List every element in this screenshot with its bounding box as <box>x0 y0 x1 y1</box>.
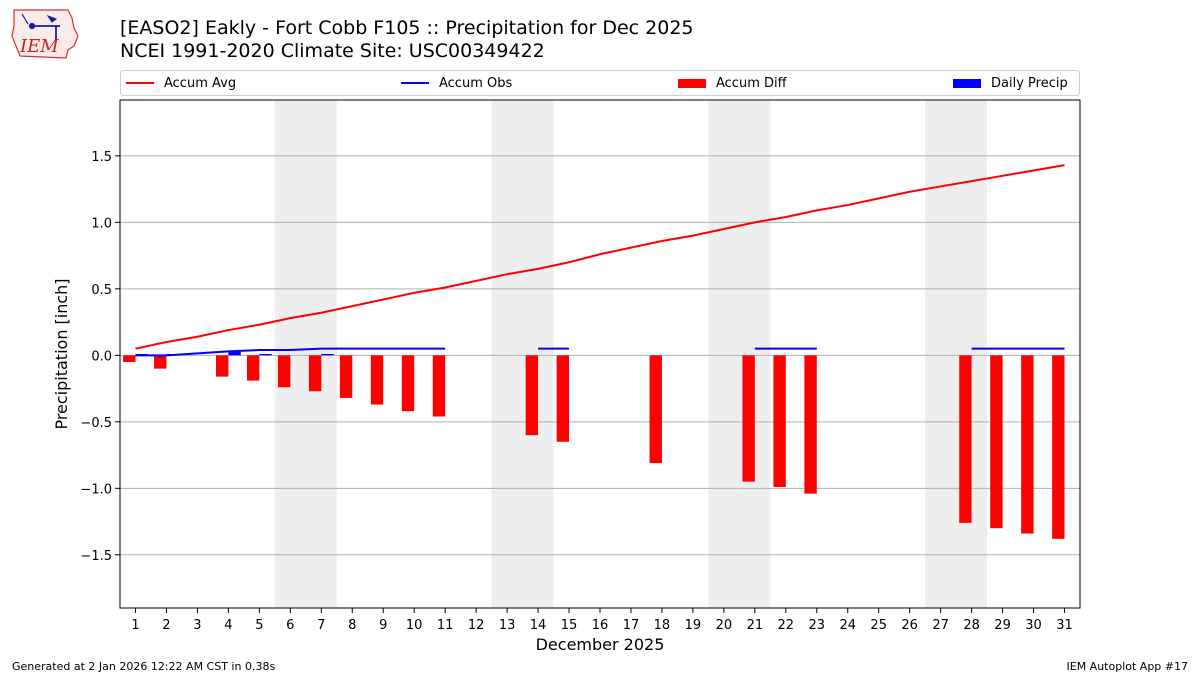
x-tick-label: 23 <box>809 618 826 633</box>
y-axis-label: Precipitation [inch] <box>52 278 71 429</box>
x-tick-label: 29 <box>994 618 1011 633</box>
x-axis-label: December 2025 <box>536 635 665 654</box>
x-tick-label: 31 <box>1056 618 1073 633</box>
accum-diff-bar <box>649 355 662 464</box>
accum-diff-bar <box>154 355 167 369</box>
weekend-shade <box>491 100 554 608</box>
x-tick-label: 13 <box>499 618 516 633</box>
accum-diff-bar <box>432 355 446 417</box>
x-tick-label: 16 <box>592 618 609 633</box>
x-tick-label: 15 <box>561 618 578 633</box>
accum-diff-bar <box>525 355 539 436</box>
y-tick-label: −1.5 <box>80 549 112 564</box>
chart-legend: Accum Avg Accum Obs Accum Diff Daily Pre… <box>120 70 1080 96</box>
x-tick-label: 12 <box>468 618 485 633</box>
legend-label: Accum Diff <box>716 75 787 91</box>
weekend-shade <box>708 100 771 608</box>
legend-swatch <box>401 82 429 84</box>
accum-diff-bar <box>1052 355 1065 539</box>
accum-diff-bar <box>339 355 353 398</box>
x-tick-label: 28 <box>963 618 980 633</box>
y-tick-label: 0.5 <box>91 283 112 298</box>
legend-swatch <box>953 78 981 88</box>
logo-text: IEM <box>19 36 59 57</box>
accum-diff-bar <box>990 355 1003 529</box>
legend-label: Accum Obs <box>439 75 513 91</box>
daily-precip-bar <box>259 354 272 356</box>
y-tick-label: 1.5 <box>91 150 112 165</box>
accum-obs-line <box>135 347 446 357</box>
legend-swatch <box>126 82 154 84</box>
x-tick-label: 22 <box>778 618 795 633</box>
legend-item-accum-obs: Accum Obs <box>401 71 512 95</box>
footer-generated: Generated at 2 Jan 2026 12:22 AM CST in … <box>12 660 276 673</box>
y-tick-label: 1.0 <box>91 216 112 231</box>
weekend-shade <box>925 100 988 608</box>
accum-diff-bar <box>308 355 322 392</box>
accum-diff-bar <box>216 355 229 377</box>
x-tick-label: 30 <box>1025 618 1042 633</box>
x-tick-label: 1 <box>131 618 139 633</box>
accum-diff-bar <box>123 355 136 362</box>
daily-precip-bar <box>321 354 334 356</box>
chart-title: [EASO2] Eakly - Fort Cobb F105 :: Precip… <box>120 17 694 39</box>
x-tick-label: 17 <box>623 618 640 633</box>
x-tick-label: 14 <box>530 618 547 633</box>
accum-diff-bar <box>556 355 570 442</box>
chart-subtitle: NCEI 1991-2020 Climate Site: USC00349422 <box>120 40 545 62</box>
x-tick-label: 21 <box>747 618 764 633</box>
accum-diff-bar <box>1021 355 1034 534</box>
footer-app-id: IEM Autoplot App #17 <box>1066 660 1189 673</box>
x-tick-label: 19 <box>685 618 702 633</box>
x-tick-label: 25 <box>870 618 887 633</box>
x-tick-label: 3 <box>193 618 201 633</box>
daily-precip-bar <box>228 351 241 356</box>
x-tick-label: 20 <box>716 618 733 633</box>
x-tick-label: 11 <box>437 618 454 633</box>
x-tick-label: 7 <box>317 618 325 633</box>
legend-label: Accum Avg <box>164 75 237 91</box>
x-tick-label: 4 <box>224 618 232 633</box>
legend-item-accum-diff: Accum Diff <box>678 71 787 95</box>
accum-diff-bar <box>370 355 384 405</box>
x-tick-label: 9 <box>379 618 387 633</box>
accum-diff-bar <box>804 355 817 494</box>
y-tick-label: −0.5 <box>80 416 112 431</box>
x-tick-label: 10 <box>406 618 423 633</box>
x-tick-label: 6 <box>286 618 294 633</box>
y-tick-label: −1.0 <box>80 482 112 497</box>
y-tick-label: 0.0 <box>91 349 112 364</box>
x-tick-label: 18 <box>654 618 671 633</box>
legend-swatch <box>678 78 706 88</box>
accum-diff-bar <box>277 355 291 388</box>
weather-station-icon <box>21 13 60 40</box>
legend-item-accum-avg: Accum Avg <box>126 71 236 95</box>
x-tick-label: 26 <box>901 618 918 633</box>
x-tick-label: 24 <box>839 618 856 633</box>
accum-diff-bar <box>246 355 260 381</box>
accum-diff-bar <box>401 355 415 412</box>
accum-diff-bar <box>773 355 786 487</box>
accum-avg-line <box>135 164 1065 350</box>
accum-diff-bar <box>959 355 972 523</box>
legend-item-daily-precip: Daily Precip <box>953 71 1068 95</box>
accum-diff-bar <box>742 355 755 482</box>
legend-label: Daily Precip <box>991 75 1068 91</box>
x-tick-label: 2 <box>162 618 170 633</box>
x-tick-label: 5 <box>255 618 263 633</box>
x-tick-label: 8 <box>348 618 356 633</box>
iem-logo: IEM <box>11 9 79 59</box>
x-tick-label: 27 <box>932 618 949 633</box>
